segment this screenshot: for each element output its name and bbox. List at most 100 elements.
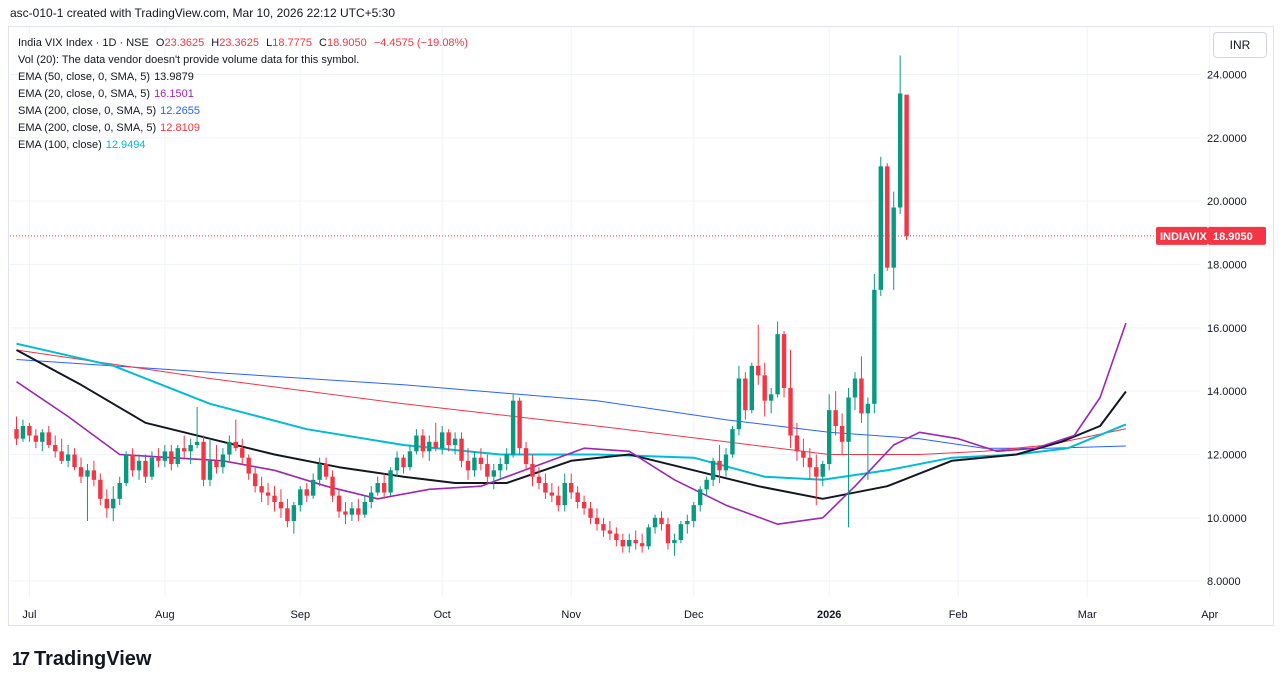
grid-lines (10, 27, 1211, 597)
candle-body (72, 454, 77, 468)
candle-body (665, 524, 671, 544)
candle-body (897, 93, 903, 208)
candle-body (188, 445, 193, 452)
candle-body (756, 365, 761, 376)
price-tick-label: 24.0000 (1207, 70, 1247, 82)
candle-body (620, 540, 625, 547)
candle-body (369, 492, 374, 502)
candle-body (865, 403, 871, 414)
price-tick-label: 20.0000 (1207, 196, 1247, 208)
candle-body (846, 397, 851, 442)
candle-body (330, 476, 335, 496)
ma-line (16, 349, 1127, 500)
close-value: C18.9050 (319, 37, 367, 49)
candle-body (730, 429, 735, 455)
candle-body (375, 483, 380, 493)
candle-body (852, 378, 858, 398)
tradingview-logo: 17 TradingView (12, 648, 151, 671)
candle-body (478, 457, 484, 464)
candle-body (569, 483, 574, 493)
ma-line (16, 349, 1127, 455)
currency-button[interactable]: INR (1213, 32, 1267, 58)
candle-body (143, 460, 148, 477)
candle-body (465, 460, 471, 471)
time-tick-label: Sep (291, 609, 311, 621)
last-price-symbol-label: INDIAVIX (1160, 231, 1208, 243)
indicator-value: 13.9879 (154, 71, 194, 83)
candle-body (252, 473, 258, 487)
candle-body (388, 470, 393, 493)
price-tick-label: 16.0000 (1207, 323, 1247, 335)
candle-body (472, 457, 477, 471)
ma-line (16, 342, 1127, 481)
indicator-label: EMA (20, close, 0, SMA, 5) (18, 88, 151, 100)
time-tick-label: Aug (155, 609, 175, 621)
time-tick-label: Oct (434, 609, 451, 621)
candle-body (801, 451, 806, 458)
candle-body (356, 508, 361, 515)
candle-body (427, 441, 432, 452)
time-tick-label: 2026 (817, 609, 841, 621)
indicator-label: SMA (200, close, 0, SMA, 5) (18, 105, 157, 117)
time-axis: Jul Aug Sep Oct Nov Dec 2026 Feb Mar Apr (22, 609, 1218, 621)
candle-body (420, 435, 426, 452)
candle-body (27, 426, 32, 436)
candle-body (78, 467, 84, 477)
candle-body (878, 166, 883, 290)
candle-body (517, 400, 522, 449)
symbol-title: India VIX Index · 1D · NSE (18, 37, 149, 49)
candle-body (523, 448, 529, 464)
indicator-label: EMA (100, close) (18, 139, 102, 151)
candle-body (859, 378, 864, 414)
candle-body (788, 388, 793, 436)
last-price-tag: INDIAVIX 18.9050 (1156, 226, 1266, 245)
logo-mark: 17 (12, 649, 30, 669)
candles (14, 55, 909, 556)
candle-body (362, 502, 367, 515)
candle-body (98, 479, 103, 499)
ohlc-row: India VIX Index · 1D · NSE O23.3625 H23.… (18, 35, 472, 52)
candle-body (601, 524, 606, 531)
candle-body (827, 410, 832, 464)
candle-body (562, 483, 567, 506)
candle-body (698, 489, 703, 506)
candle-body (814, 467, 819, 477)
price-axis: 24.0000 22.0000 20.0000 18.0000 16.0000 14.00… (1207, 70, 1247, 589)
price-tick-label: 12.0000 (1207, 450, 1247, 462)
candle-body (285, 508, 290, 521)
candle-body (607, 530, 613, 534)
indicator-value: 12.8109 (160, 122, 200, 134)
candle-body (111, 498, 116, 509)
candle-body (491, 470, 496, 477)
change-value: −4.4575 (−19.08%) (373, 37, 468, 49)
indicator-row: EMA (100, close) 12.9494 (18, 137, 472, 154)
candle-body (323, 464, 329, 477)
indicator-label: EMA (50, close, 0, SMA, 5) (18, 71, 151, 83)
candle-body (440, 432, 445, 449)
indicator-row: SMA (200, close, 0, SMA, 5) 12.2655 (18, 103, 472, 120)
candle-body (33, 435, 39, 442)
candle-body (201, 441, 206, 480)
candle-body (704, 479, 709, 490)
price-tick-label: 10.0000 (1207, 513, 1247, 525)
candle-body (414, 435, 419, 452)
price-tick-label: 14.0000 (1207, 386, 1247, 398)
candle-body (633, 540, 638, 544)
candle-body (175, 448, 180, 464)
candle-body (807, 457, 813, 468)
candle-body (246, 457, 251, 474)
candle-body (710, 460, 716, 480)
time-tick-label: Apr (1201, 609, 1218, 621)
last-price-value-tag (1208, 226, 1266, 245)
candle-body (498, 464, 503, 471)
price-tick-label: 22.0000 (1207, 133, 1247, 145)
candle-body (20, 426, 26, 439)
candle-body (149, 457, 155, 477)
candle-body (556, 495, 561, 506)
candle-body (278, 502, 284, 509)
candle-body (652, 517, 658, 528)
candle-body (749, 365, 754, 411)
candle-body (91, 470, 97, 480)
candle-body (627, 540, 632, 547)
